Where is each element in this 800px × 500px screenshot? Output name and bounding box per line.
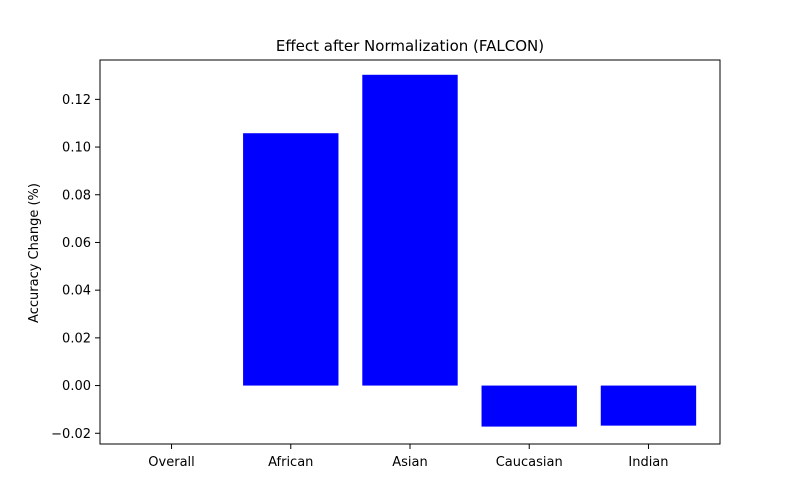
y-tick-label: 0.06 [62, 236, 91, 251]
y-axis-label: Accuracy Change (%) [27, 183, 42, 323]
x-tick-label: Indian [628, 455, 668, 470]
bars-group [243, 74, 697, 427]
y-tick-label: 0.10 [62, 141, 91, 156]
chart-title: Effect after Normalization (FALCON) [276, 37, 544, 55]
y-tick-label: 0.12 [62, 93, 91, 108]
y-tick-label: 0.08 [62, 188, 91, 203]
y-tick-label: 0.00 [62, 379, 91, 394]
bar-caucasian [481, 385, 577, 427]
y-axis: −0.02 0.00 0.02 0.04 0.06 0.08 0.10 0.12 [51, 93, 100, 442]
x-tick-label: Asian [392, 455, 427, 470]
y-tick-label: −0.02 [51, 427, 91, 442]
bar-asian [362, 74, 458, 386]
x-tick-label: Caucasian [496, 455, 563, 470]
plot-frame [99, 59, 721, 445]
x-tick-label: Overall [148, 455, 194, 470]
x-tick-label: African [268, 455, 313, 470]
y-tick-label: 0.04 [62, 284, 91, 299]
bar-indian [600, 385, 697, 426]
y-tick-label: 0.02 [62, 331, 91, 346]
bar-african [243, 133, 339, 386]
x-axis: Overall African Asian Caucasian Indian [148, 444, 669, 470]
